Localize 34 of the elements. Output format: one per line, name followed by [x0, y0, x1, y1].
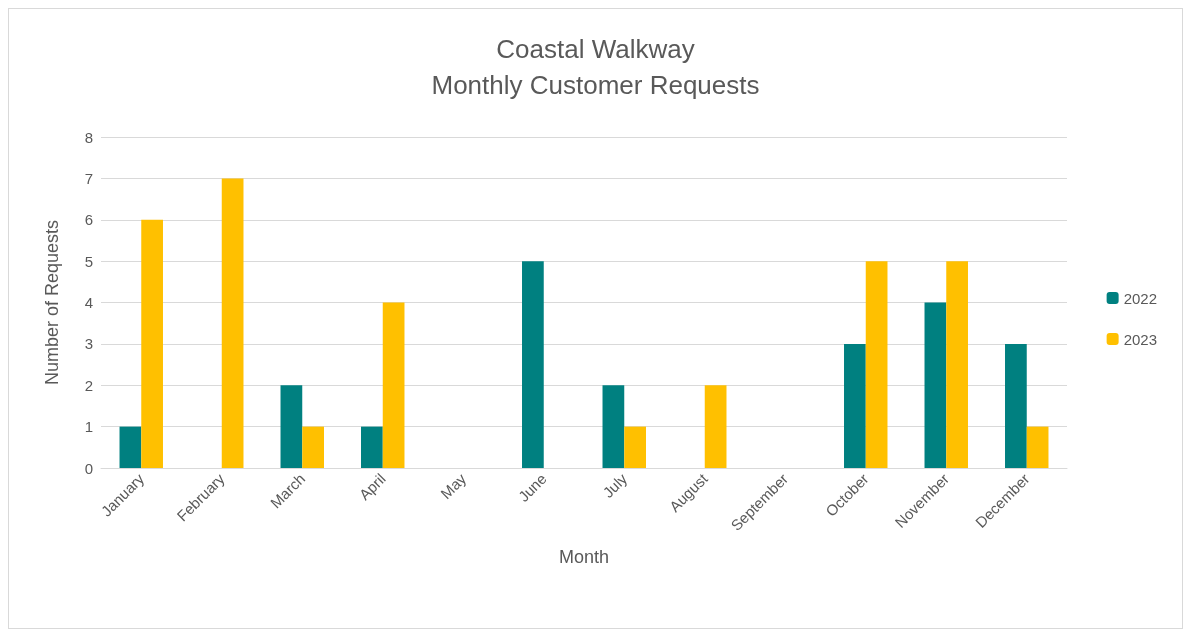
y-tick-label: 5 — [84, 252, 93, 270]
legend-label: 2023 — [1123, 330, 1158, 348]
bar — [141, 219, 163, 468]
bar — [302, 426, 324, 468]
bar — [602, 385, 625, 468]
y-tick-label: 4 — [84, 294, 93, 311]
bar — [946, 261, 968, 468]
bar — [704, 385, 727, 468]
chart-title: Coastal Walkway — [496, 34, 695, 64]
bar — [361, 426, 383, 468]
bar — [924, 302, 947, 468]
x-axis-title: Month — [558, 547, 610, 567]
bar — [1005, 343, 1027, 468]
bar — [221, 178, 244, 468]
x-tick-label: July — [599, 469, 631, 501]
bar — [382, 302, 405, 468]
bar — [119, 426, 142, 468]
y-tick-label: 7 — [84, 169, 93, 187]
bar — [624, 426, 646, 468]
y-tick-label: 8 — [84, 128, 93, 146]
bar — [865, 261, 888, 468]
y-tick-label: 3 — [84, 335, 93, 353]
legend-label: 2022 — [1123, 289, 1158, 307]
y-tick-label: 2 — [84, 376, 93, 394]
x-tick-label: May — [437, 469, 470, 503]
bar — [844, 343, 866, 468]
y-tick-label: 1 — [84, 418, 93, 436]
y-tick-label: 6 — [84, 211, 93, 229]
bar — [522, 261, 544, 468]
y-axis-title: Number of Requests — [42, 219, 62, 386]
y-tick-label: 0 — [84, 459, 93, 477]
bar — [280, 385, 303, 468]
bar — [1026, 426, 1049, 468]
chart-subtitle: Monthly Customer Requests — [431, 70, 760, 100]
